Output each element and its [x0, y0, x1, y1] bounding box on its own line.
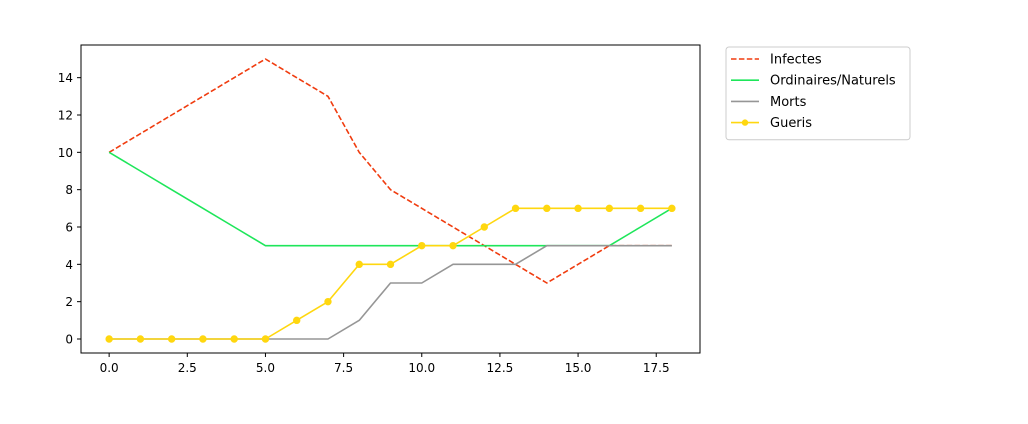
y-tick-label: 14: [58, 71, 73, 85]
data-point: [355, 260, 363, 269]
series-line-1: [108, 58, 672, 284]
x-tick-label: 2.5: [178, 361, 197, 375]
y-tick-label: 12: [58, 109, 73, 123]
y-tick-label: 8: [65, 183, 73, 197]
legend-box: [725, 46, 911, 141]
data-point: [293, 316, 301, 325]
legend: Infectes Ordinaires/Naturels Morts Gueris: [725, 46, 911, 141]
data-point: [167, 335, 176, 343]
legend-marker: [741, 119, 749, 126]
legend-label: Morts: [770, 95, 807, 110]
data-point: [480, 223, 488, 231]
legend-label: Infectes: [770, 53, 822, 68]
data-point: [668, 204, 676, 213]
x-tick-label: 12.5: [487, 361, 514, 375]
y-axis: 0 2 4 6 8 10 12 14: [58, 71, 81, 347]
data-point: [636, 204, 645, 213]
data-point: [605, 204, 614, 213]
y-tick-label: 4: [65, 258, 73, 272]
data-point: [230, 335, 238, 343]
data-point: [449, 241, 457, 250]
x-tick-label: 17.5: [643, 361, 670, 375]
data-point: [261, 335, 270, 343]
y-tick-label: 2: [65, 295, 73, 309]
data-point: [324, 297, 332, 306]
y-tick-label: 0: [65, 333, 73, 347]
data-point: [386, 260, 395, 269]
legend-label: Ordinaires/Naturels: [770, 74, 896, 89]
x-tick-label: 0.0: [100, 361, 119, 375]
data-point: [574, 204, 582, 213]
x-tick-label: 15.0: [565, 361, 592, 375]
x-tick-label: 7.5: [334, 361, 353, 375]
x-tick-label: 5.0: [256, 361, 275, 375]
data-point: [105, 335, 113, 343]
data-point: [418, 241, 426, 250]
data-point: [511, 204, 520, 213]
x-tick-label: 10.0: [408, 361, 435, 375]
y-tick-label: 10: [58, 146, 73, 160]
data-point: [543, 204, 551, 213]
data-point: [199, 335, 207, 343]
axes-frame: [80, 44, 701, 354]
y-tick-label: 6: [65, 221, 73, 235]
x-axis: 0.0 2.5 5.0 7.5 10.0 12.5 15.0 17.5: [100, 353, 670, 375]
data-point: [136, 335, 145, 343]
legend-label: Gueris: [770, 116, 812, 131]
plot-area: [80, 44, 701, 354]
